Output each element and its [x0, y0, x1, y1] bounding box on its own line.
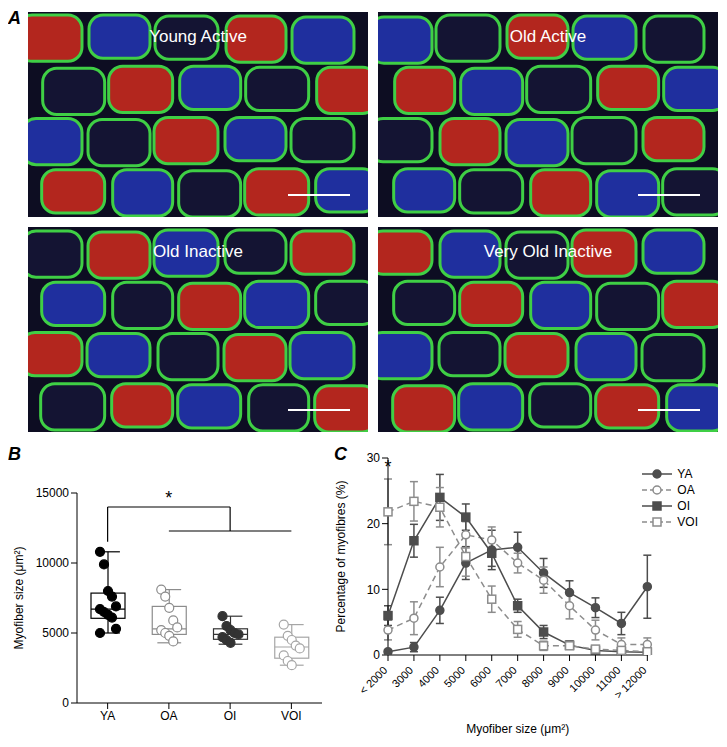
- html-text:OA: OA: [677, 483, 695, 497]
- html-text:C: C: [334, 444, 347, 464]
- svg-text:5000: 5000: [42, 626, 69, 640]
- svg-text:OI: OI: [224, 709, 237, 723]
- svg-text:*: *: [384, 457, 391, 477]
- svg-text:20: 20: [367, 517, 381, 531]
- svg-text:30: 30: [367, 451, 381, 465]
- svg-text:YA: YA: [100, 709, 115, 723]
- svg-text:*: *: [165, 488, 172, 508]
- svg-text:6000: 6000: [467, 664, 493, 690]
- svg-text:Myofiber size (μm²): Myofiber size (μm²): [12, 547, 26, 650]
- svg-text:8000: 8000: [519, 664, 545, 690]
- svg-text:Young Active: Young Active: [149, 27, 247, 46]
- svg-text:11000: 11000: [593, 663, 623, 694]
- svg-text:10000: 10000: [36, 556, 70, 570]
- svg-text:> 12000: > 12000: [612, 664, 649, 701]
- html-text:B: B: [8, 444, 21, 464]
- svg-text:3000: 3000: [390, 664, 416, 690]
- svg-text:VOI: VOI: [281, 709, 302, 723]
- html-text:A: A: [8, 8, 21, 28]
- svg-text:< 2000: < 2000: [357, 664, 389, 696]
- svg-text:Old Active: Old Active: [510, 27, 587, 46]
- svg-text:10000: 10000: [567, 664, 597, 694]
- svg-text:Myofiber size (μm²): Myofiber size (μm²): [466, 722, 569, 736]
- svg-text:4000: 4000: [415, 664, 441, 690]
- svg-text:Old Inactive: Old Inactive: [153, 242, 243, 261]
- svg-text:10: 10: [367, 583, 381, 597]
- svg-text:Percentage of myofibres (%): Percentage of myofibres (%): [334, 480, 348, 632]
- svg-text:7000: 7000: [493, 664, 519, 690]
- html-text:OI: OI: [677, 499, 690, 513]
- svg-text:15000: 15000: [36, 486, 70, 500]
- svg-text:9000: 9000: [545, 663, 571, 690]
- svg-text:0: 0: [62, 696, 69, 710]
- html-text:YA: YA: [677, 467, 693, 481]
- html-text:VOI: VOI: [677, 515, 698, 529]
- svg-text:5000: 5000: [441, 664, 467, 690]
- svg-text:0: 0: [373, 648, 380, 662]
- svg-text:OA: OA: [160, 709, 177, 723]
- svg-text:Very Old Inactive: Very Old Inactive: [484, 242, 613, 261]
